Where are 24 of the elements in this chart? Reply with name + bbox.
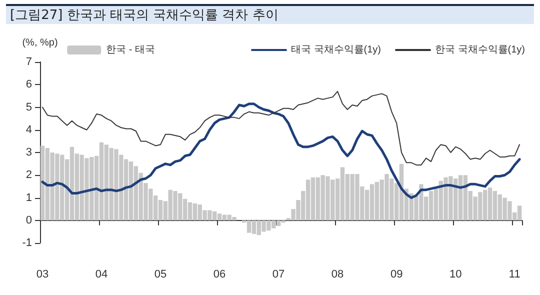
y-tick-label: 7 [26, 56, 32, 68]
y-tick-label: 3 [26, 146, 32, 158]
y-tick-label: 6 [26, 78, 32, 91]
line-series [41, 102, 521, 199]
x-tick-label: 05 [154, 268, 167, 280]
x-tick-label: 04 [95, 268, 108, 280]
y-tick-label: -1 [22, 237, 32, 249]
x-tick-label: 06 [213, 268, 226, 280]
chart-title: [그림27] 한국과 태국의 국채수익률 격차 추이 [6, 4, 534, 24]
legend-label: 태국 국채수익률(1y) [291, 44, 381, 56]
x-tick-label: 07 [272, 268, 285, 280]
x-tick-label: 09 [390, 268, 403, 280]
y-tick-label: 1 [26, 192, 32, 204]
x-tick-label: 03 [36, 268, 49, 280]
y-axis-title: (%, %p) [22, 38, 58, 48]
y-tick-label: 5 [26, 101, 32, 114]
legend-label: 한국 - 태국 [106, 44, 156, 56]
y-tick-label: 2 [26, 169, 32, 182]
y-tick-label: 4 [26, 124, 32, 136]
x-tick-label: 10 [449, 268, 462, 280]
legend-label: 한국 국채수익률(1y) [435, 44, 525, 56]
y-tick-label: 0 [26, 214, 32, 226]
x-tick-label: 08 [331, 268, 344, 280]
x-tick-label: 11 [508, 268, 520, 280]
